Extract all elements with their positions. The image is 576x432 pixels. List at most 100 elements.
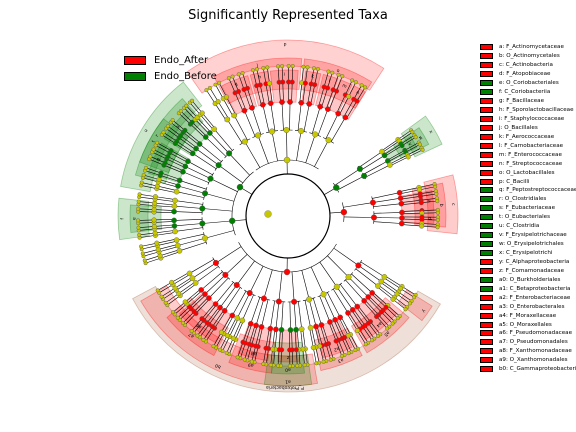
tree-branch [155,230,175,234]
tree-branch [154,202,175,206]
tree-branch [278,329,281,350]
tree-branch [178,137,196,150]
tree-node [148,154,153,159]
tree-branch [160,175,180,182]
tree-branch [364,299,379,316]
tree-branch [399,187,419,192]
tree-node [356,165,363,172]
tree-branch [143,251,159,257]
tree-node [189,119,195,125]
tree-node [202,291,208,297]
tree-branch [281,102,284,131]
tree-branch [325,344,331,360]
tree-branch [215,246,242,264]
tree-node [244,85,250,91]
tree-branch [154,226,175,230]
tree-node [221,307,228,314]
tree-branch [319,346,324,362]
tree-branch [281,301,284,330]
tree-node [171,223,178,229]
tree-branch [336,94,346,114]
taxa-legend-label: a4: F_Moraxellaceae [499,312,557,319]
tree-branch [301,270,310,300]
tree-node [396,189,403,196]
clade-label: b0 [214,362,222,370]
tree-branch [360,261,385,278]
tree-branch [138,204,155,206]
taxa-legend-item: a1: C_Betaproteobacteria [480,284,576,293]
tree-node [354,303,361,310]
tree-node [278,327,285,333]
taxa-legend-label: k: F_Aerococcaceae [499,133,555,140]
tree-node [151,217,157,223]
taxa-legend-swatch [480,205,493,212]
tree-branch [156,188,177,194]
tree-node [140,251,145,256]
tree-branch [333,288,349,314]
tree-branch [174,205,203,209]
tree-node [190,98,195,103]
tree-branch [244,344,250,360]
tree-branch [346,313,358,331]
taxa-legend-swatch [480,196,493,203]
taxa-legend-item: a6: F_Pseudomonadaceae [480,329,576,338]
tree-node [206,295,212,301]
tree-node [346,351,351,356]
tree-branch [338,317,349,336]
taxa-legend-item: y: C_Alphaproteobacteria [480,258,576,267]
tree-node [246,290,253,297]
tree-branch [305,67,308,84]
taxa-legend-label: w: O_Erysipelotrichales [499,241,564,248]
tree-branch [286,130,288,161]
tree-branch [225,254,248,276]
tree-branch [158,179,179,186]
tree-node [180,168,186,175]
tree-node [359,83,364,88]
clade-label: t [151,139,157,144]
tree-node [290,64,295,69]
tree-node [182,127,188,133]
tree-node [204,88,209,93]
tree-node [254,132,261,139]
tree-node [295,363,300,368]
tree-branch [208,277,229,299]
tree-node [298,326,305,332]
tree-branch [390,156,409,167]
tree-node [355,262,362,269]
taxa-legend-item: l: F_Carnobacteriaceae [480,141,576,150]
tree-branch [397,130,412,140]
tree-branch [353,85,362,100]
tree-branch [388,151,406,162]
group-legend-item: Endo_Before [124,68,217,84]
taxa-legend-label: a2: F_Enterobacteriaceae [499,294,571,301]
tree-branch [348,276,369,298]
tree-branch [310,266,324,295]
tree-branch [193,320,205,333]
tree-branch [176,191,205,198]
tree-branch [336,76,343,92]
tree-node [141,173,146,178]
tree-branch [420,190,436,195]
tree-branch [189,293,205,308]
tree-branch [196,117,211,133]
tree-node [152,194,158,200]
taxa-legend-swatch [480,115,493,122]
taxa-legend-label: t: O_Eubacteriales [499,214,551,221]
tree-branch [384,275,403,287]
tree-node [199,220,206,227]
tree-node [254,67,259,72]
tree-node [199,316,205,322]
tree-node [375,334,380,339]
tree-node [207,85,212,90]
tree-branch [161,134,176,144]
tree-branch [405,144,421,153]
tree-branch [372,197,401,203]
tree-branch [340,316,351,335]
clade-label: a3 [337,356,344,364]
tree-branch [321,87,328,108]
clade-label: j [255,63,258,69]
tree-node [267,80,273,86]
tree-node [158,170,164,176]
tree-branch [330,117,346,142]
tree-branch [217,101,229,119]
